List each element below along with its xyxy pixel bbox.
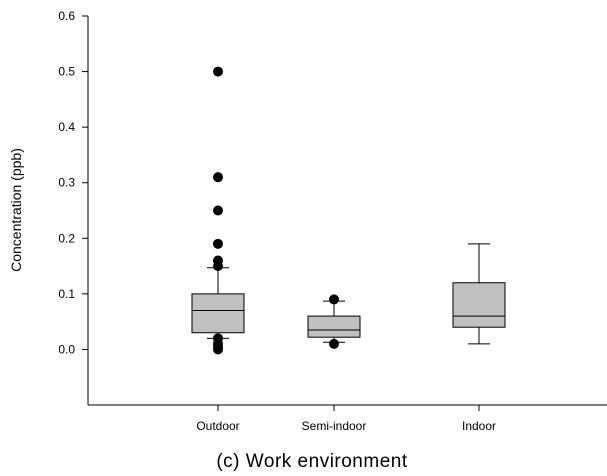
y-tick-label: 0.1 bbox=[58, 287, 75, 301]
outlier-point bbox=[213, 238, 223, 249]
x-tick-label: Semi-indoor bbox=[302, 419, 367, 433]
iqr-box bbox=[307, 315, 361, 338]
y-tick-label: 0.6 bbox=[58, 9, 75, 23]
outlier-point bbox=[329, 338, 339, 349]
outlier-point bbox=[213, 205, 223, 216]
figure-caption: (c) Work environment bbox=[216, 451, 407, 472]
box-semi-indoor bbox=[307, 294, 361, 349]
y-tick-label: 0.2 bbox=[58, 231, 75, 245]
y-tick-label: 0.3 bbox=[58, 176, 75, 190]
x-tick-label: Indoor bbox=[462, 419, 496, 433]
y-tick-label: 0.5 bbox=[58, 65, 75, 79]
x-ticks: Outdoor Semi-indoor Indoor bbox=[196, 405, 496, 433]
iqr-box bbox=[191, 293, 245, 334]
box-indoor bbox=[452, 243, 506, 345]
y-ticks: 0.0 0.1 0.2 0.3 0.4 0.5 0.6 bbox=[58, 9, 88, 356]
x-tick-label: Outdoor bbox=[196, 419, 239, 433]
y-tick-label: 0.0 bbox=[58, 342, 75, 356]
outlier-point bbox=[213, 172, 223, 183]
box-outdoor bbox=[191, 66, 245, 355]
y-tick-label: 0.4 bbox=[58, 120, 75, 134]
outlier-point bbox=[329, 294, 339, 305]
outlier-point bbox=[213, 261, 223, 272]
iqr-box bbox=[452, 282, 506, 328]
outlier-point bbox=[213, 344, 223, 355]
axes bbox=[87, 16, 607, 406]
outlier-point bbox=[213, 66, 223, 77]
boxes bbox=[191, 66, 506, 355]
y-axis-label: Concentration (ppb) bbox=[8, 148, 24, 272]
